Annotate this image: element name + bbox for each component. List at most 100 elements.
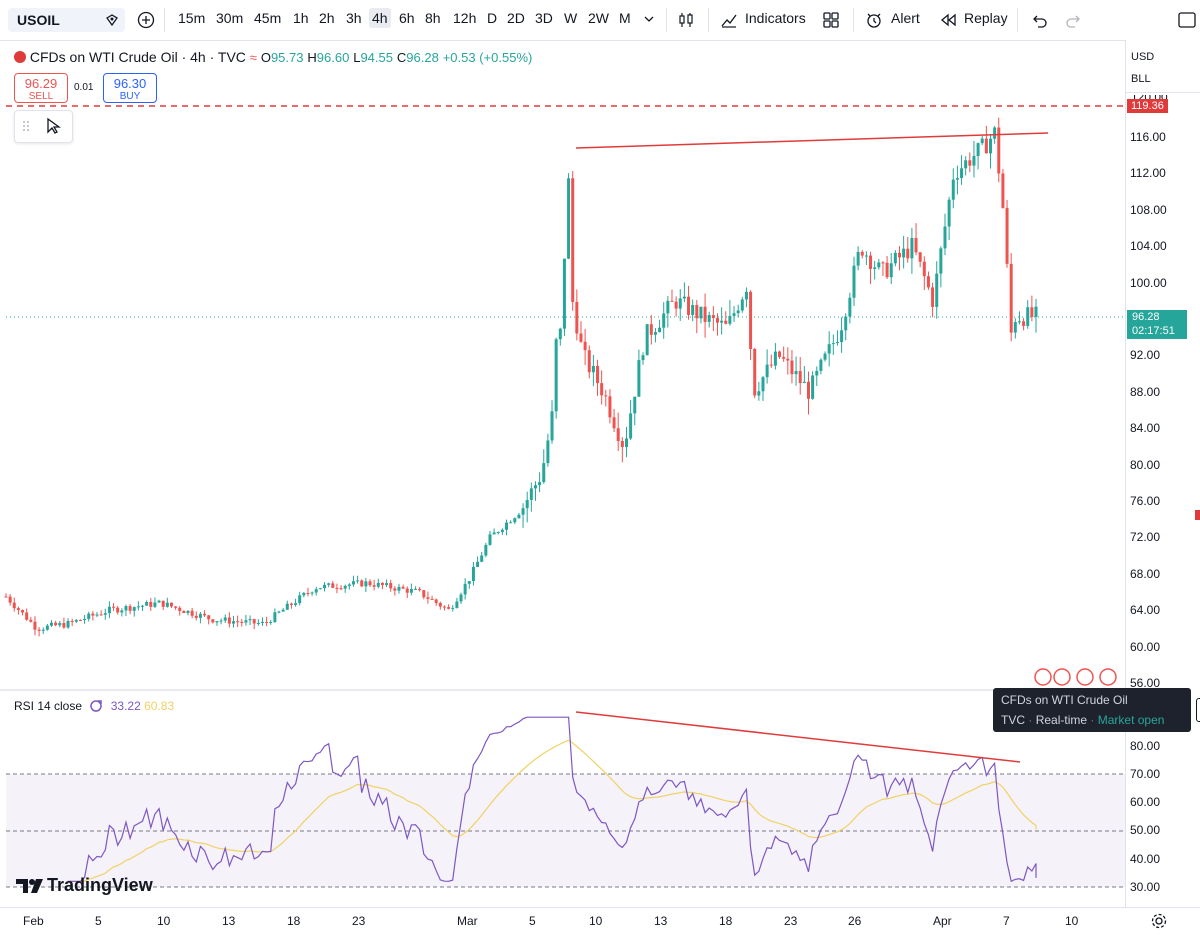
candle-body (281, 609, 285, 612)
time-label: 23 (784, 914, 798, 928)
candle-body (736, 310, 740, 314)
resistance-trendline[interactable] (575, 132, 1049, 149)
candle-body (926, 276, 930, 288)
rsi-band (6, 774, 1125, 887)
timeframe-45m[interactable]: 45m (254, 10, 282, 26)
candle-body (385, 583, 389, 586)
candle-body (918, 252, 922, 262)
candle-body (889, 263, 893, 278)
candle-body (682, 296, 686, 299)
timeframe-1h[interactable]: 1h (293, 10, 309, 26)
pane-resize-handle[interactable] (1196, 698, 1200, 722)
us-flag-icon[interactable] (1053, 668, 1071, 686)
rsi-divergence-trendline[interactable] (575, 711, 1021, 763)
economic-events[interactable] (1034, 668, 1117, 686)
chevron-down-icon[interactable] (643, 13, 655, 25)
floating-tool-panel[interactable] (14, 110, 73, 143)
candle-body (74, 619, 78, 622)
rsi-axis-label: 60.00 (1130, 795, 1161, 810)
cursor-arrow-icon[interactable] (45, 117, 61, 135)
alert-button[interactable]: Alert (891, 10, 920, 26)
candle-body (906, 248, 910, 259)
flag-icon[interactable]: ≈ (249, 50, 257, 65)
timeframe-2W[interactable]: 2W (588, 10, 609, 26)
candle-body (616, 428, 620, 441)
candle-body (124, 606, 128, 611)
settings-gear-icon[interactable] (1150, 912, 1168, 930)
candle-body (877, 262, 881, 268)
candle-body (831, 343, 835, 345)
sell-button[interactable]: 96.29 SELL (14, 73, 68, 103)
undo-icon[interactable] (1030, 11, 1048, 29)
timeframe-15m[interactable]: 15m (178, 10, 206, 26)
tradingview-logo[interactable]: TradingView (16, 875, 153, 896)
us-flag-icon[interactable] (1034, 668, 1052, 686)
refresh-icon[interactable] (89, 699, 103, 713)
timeframe-M[interactable]: M (619, 10, 631, 26)
time-label: 10 (157, 914, 171, 928)
timeframe-8h[interactable]: 8h (425, 10, 441, 26)
candle-body (116, 607, 120, 613)
candle-body (198, 613, 202, 618)
candle-body (972, 156, 976, 166)
fullscreen-icon[interactable] (1177, 10, 1197, 30)
timeframe-3h[interactable]: 3h (346, 10, 362, 26)
indicators-icon[interactable] (720, 11, 738, 29)
replay-icon[interactable] (939, 11, 957, 29)
price-axis[interactable]: USD BLL 120.00 (1125, 40, 1200, 907)
replay-button[interactable]: Replay (964, 10, 1008, 26)
buy-button[interactable]: 96.30 BUY (103, 73, 157, 103)
candle-body (666, 300, 670, 314)
us-flag-icon[interactable] (1076, 668, 1094, 686)
chart-title[interactable]: CFDs on WTI Crude Oil · 4h · TVC (29, 49, 246, 65)
candle-body (583, 341, 587, 351)
candle-body (893, 252, 897, 264)
timeframe-D[interactable]: D (487, 10, 498, 26)
alarm-clock-icon[interactable] (865, 11, 883, 29)
timeframe-12h[interactable]: 12h (453, 10, 477, 26)
unit-selector[interactable]: BLL (1131, 73, 1151, 85)
high-label: H (307, 50, 317, 65)
timeframe-2D[interactable]: 2D (507, 10, 525, 26)
candle-body (141, 605, 145, 607)
candle-body (380, 582, 384, 586)
timeframe-4h[interactable]: 4h (369, 8, 391, 28)
indicators-button[interactable]: Indicators (745, 10, 806, 26)
candle-body (641, 355, 645, 361)
timeframe-2h[interactable]: 2h (319, 10, 335, 26)
candle-body (542, 463, 546, 483)
candle-body (331, 583, 335, 588)
price-axis-label: 80.00 (1130, 457, 1161, 472)
candles-chart-type-icon[interactable] (677, 11, 695, 29)
add-symbol-icon[interactable] (137, 11, 155, 29)
timeframe-3D[interactable]: 3D (535, 10, 553, 26)
timeframe-30m[interactable]: 30m (216, 10, 244, 26)
symbol-search[interactable]: USOIL (8, 8, 125, 32)
us-flag-icon[interactable] (1099, 668, 1117, 686)
low-label: L (353, 50, 361, 65)
price-axis-label: 100.00 (1130, 275, 1167, 290)
alert-price-tag[interactable]: 119.36 (1127, 99, 1168, 113)
rsi-line (68, 716, 1037, 883)
candle-body (608, 396, 612, 418)
layouts-icon[interactable] (822, 11, 840, 29)
candle-body (546, 440, 550, 464)
candle-body (984, 138, 988, 154)
rsi-name[interactable]: RSI 14 close (14, 699, 83, 713)
time-label: 18 (287, 914, 301, 928)
compare-icon[interactable] (105, 13, 119, 27)
candle-body (21, 609, 25, 613)
redo-icon[interactable] (1065, 11, 1083, 29)
timeframe-6h[interactable]: 6h (399, 10, 415, 26)
time-axis[interactable]: Feb 5 10 13 18 23 Mar 5 10 13 18 23 26 A… (0, 907, 1200, 938)
close-value: 96.28 (406, 50, 439, 65)
time-label: 18 (719, 914, 733, 928)
candle-body (856, 251, 860, 266)
drag-handle-icon[interactable] (21, 119, 31, 133)
currency-selector[interactable]: USD (1131, 51, 1155, 63)
candle-body (463, 583, 467, 595)
candle-body (484, 544, 488, 556)
candle-body (931, 287, 935, 307)
timeframe-W[interactable]: W (564, 10, 578, 26)
